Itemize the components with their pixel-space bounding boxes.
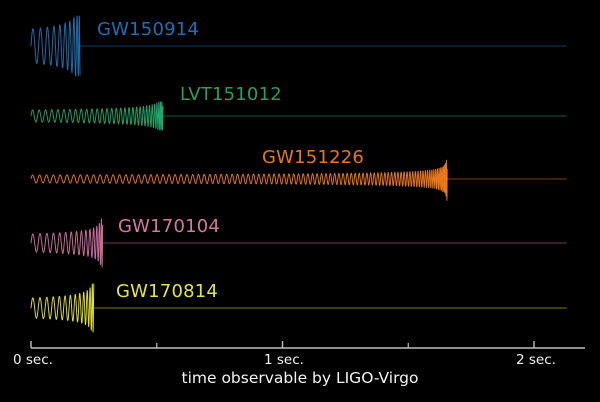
xaxis-tick-label-0sec: 0 sec. (13, 352, 53, 368)
waveform-trace (30, 15, 81, 77)
event-label-lvt151012: LVT151012 (180, 84, 282, 105)
xaxis-title: time observable by LIGO-Virgo (181, 369, 419, 387)
waveform-trace (30, 101, 164, 131)
waveform-trace (30, 159, 448, 201)
x-axis (30, 341, 585, 349)
event-label-gw170814: GW170814 (116, 281, 219, 302)
waveform-trace (30, 218, 104, 268)
waveform-gw151226 (30, 159, 567, 201)
xaxis-tick-label-2sec: 2 sec. (516, 352, 556, 368)
waveform-lvt151012 (30, 101, 567, 131)
event-label-gw150914: GW150914 (97, 19, 200, 40)
event-label-gw151226: GW151226 (262, 147, 365, 168)
xaxis-tick-label-1sec: 1 sec. (264, 352, 304, 368)
waveform-gw150914 (30, 15, 567, 77)
waveform-gw170104 (30, 218, 567, 268)
event-label-gw170104: GW170104 (118, 216, 221, 237)
waveform-gw170814 (30, 283, 567, 333)
waveform-trace (30, 283, 95, 333)
